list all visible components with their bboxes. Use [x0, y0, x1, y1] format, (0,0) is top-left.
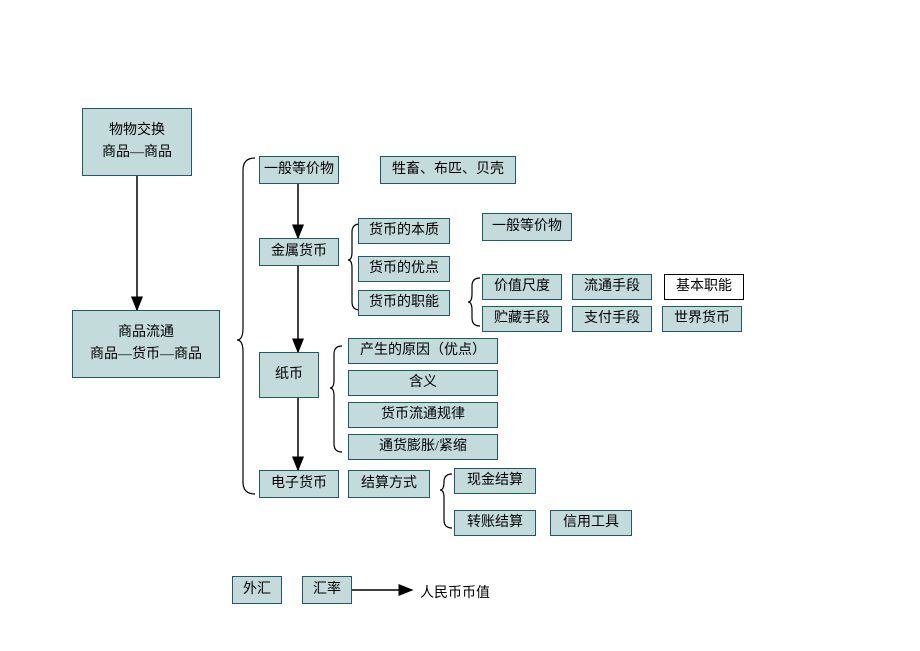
node-label: 一般等价物	[264, 159, 334, 181]
node-label: 通货膨胀/紧缩	[379, 436, 467, 458]
node-reason: 产生的原因（优点）	[348, 338, 498, 364]
node-function: 货币的职能	[358, 290, 450, 316]
node-label: 价值尺度	[494, 276, 550, 298]
node-label: 金属货币	[271, 241, 327, 263]
node-label: 电子货币	[271, 473, 327, 495]
node-label: 产生的原因（优点）	[360, 340, 486, 362]
node-label: 流通手段	[584, 276, 640, 298]
node-circ_law: 货币流通规律	[348, 402, 498, 428]
node-credit_tool: 信用工具	[550, 510, 632, 536]
node-label: 转账结算	[467, 512, 523, 534]
node-label: 货币流通规律	[381, 404, 465, 426]
node-label: 信用工具	[563, 512, 619, 534]
node-label: 物物交换	[109, 120, 165, 142]
node-label: 一般等价物	[492, 216, 562, 238]
node-label: 外汇	[243, 579, 271, 601]
node-inflation: 通货膨胀/紧缩	[348, 434, 498, 460]
node-examples: 牲畜、布匹、贝壳	[380, 156, 516, 184]
node-label: 牲畜、布匹、贝壳	[392, 159, 504, 181]
node-gen_equiv: 一般等价物	[259, 156, 339, 184]
node-label: 货币的优点	[369, 258, 439, 280]
node-e_money: 电子货币	[259, 470, 339, 498]
node-store: 贮藏手段	[482, 306, 562, 332]
node-barter: 物物交换商品—商品	[82, 108, 192, 176]
node-label: 货币的职能	[369, 292, 439, 314]
text-rmb: 人民币币值	[420, 582, 490, 602]
node-basic_fn: 基本职能	[664, 274, 744, 300]
brace-4	[440, 474, 452, 528]
node-metal_money: 金属货币	[259, 238, 339, 266]
node-label: 含义	[409, 372, 437, 394]
node-paper_money: 纸币	[259, 352, 319, 398]
node-label: 现金结算	[467, 470, 523, 492]
node-gen_equiv2: 一般等价物	[482, 213, 572, 241]
node-label: 纸币	[275, 364, 303, 386]
node-meaning: 含义	[348, 370, 498, 396]
node-measure: 价值尺度	[482, 274, 562, 300]
node-settle_method: 结算方式	[348, 470, 430, 498]
node-world_money: 世界货币	[662, 306, 742, 332]
node-label: 支付手段	[584, 308, 640, 330]
node-cash: 现金结算	[454, 468, 536, 494]
brace-0	[237, 158, 255, 494]
node-label: 贮藏手段	[494, 308, 550, 330]
node-label: 汇率	[313, 579, 341, 601]
brace-3	[330, 346, 342, 452]
node-essence: 货币的本质	[358, 218, 450, 244]
node-label: 基本职能	[676, 276, 732, 298]
brace-2	[468, 278, 480, 326]
node-label: 商品—商品	[102, 142, 172, 164]
node-transfer: 转账结算	[454, 510, 536, 536]
node-advantage: 货币的优点	[358, 256, 450, 282]
node-label: 商品流通	[118, 322, 174, 344]
node-payment: 支付手段	[572, 306, 652, 332]
node-label: 结算方式	[361, 473, 417, 495]
node-foreign: 外汇	[232, 576, 282, 604]
node-label: 货币的本质	[369, 220, 439, 242]
node-rate: 汇率	[302, 576, 352, 604]
node-label: 世界货币	[674, 308, 730, 330]
node-label: 商品—货币—商品	[90, 344, 202, 366]
node-circulation: 商品流通商品—货币—商品	[72, 310, 220, 378]
node-circ_means: 流通手段	[572, 274, 652, 300]
